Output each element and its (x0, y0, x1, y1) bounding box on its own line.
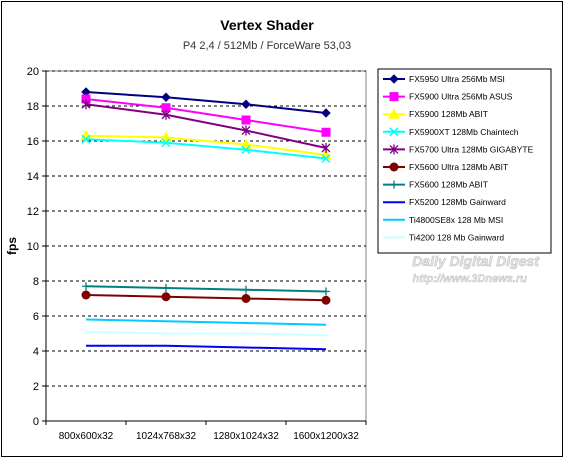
chart-subtitle: P4 2,4 / 512Mb / ForceWare 53,03 (183, 40, 351, 52)
legend: FX5950 Ultra 256Mb MSI FX5900 Ultra 256Mb… (377, 68, 552, 254)
legend-item: FX5900 128Mb ABIT (383, 108, 488, 119)
data-point (321, 295, 331, 305)
series-line (85, 98, 327, 134)
data-point (81, 134, 91, 144)
legend-marker (389, 92, 399, 102)
series-line (85, 91, 327, 114)
series-6 (81, 290, 331, 305)
legend-item: FX5600 Ultra 128Mb ABIT (383, 162, 508, 172)
y-tick-label: 20 (27, 66, 39, 78)
legend-marker (389, 144, 399, 155)
series-5 (81, 99, 331, 153)
x-tick-label: 1600x1200x32 (293, 431, 359, 442)
data-point (161, 92, 171, 102)
y-tick-label: 2 (33, 381, 39, 393)
legend-marker (392, 235, 396, 240)
series-7 (82, 282, 330, 296)
series-line (85, 330, 327, 337)
legend-label: Ti4800SE8x 128 Mb MSI (409, 215, 503, 225)
series-8 (86, 344, 327, 351)
series-line (85, 294, 327, 302)
y-tick-label: 14 (27, 171, 39, 183)
legend-marker (389, 127, 399, 137)
series-line (85, 318, 327, 326)
series-line (85, 138, 327, 160)
data-point (242, 285, 250, 294)
series-10 (84, 329, 328, 338)
legend-item: FX5900XT 128Mb Chaintech (383, 127, 519, 137)
legend-label: FX5200 128Mb Gainward (409, 197, 506, 207)
data-point (81, 290, 91, 300)
legend-label: Ti4200 128 Mb Gainward (409, 232, 504, 242)
x-tick-label: 1280x1024x32 (213, 431, 279, 442)
legend-label: FX5900 Ultra 256Mb ASUS (409, 92, 513, 102)
data-point (162, 284, 170, 292)
y-tick-label: 4 (33, 346, 39, 358)
legend-box (377, 68, 552, 254)
data-point (241, 294, 251, 303)
data-point (241, 99, 251, 109)
legend-item: FX5200 128Mb Gainward (383, 197, 506, 207)
watermark-line-1: Daily Digital Digest (412, 253, 540, 269)
legend-label: FX5900 128Mb ABIT (409, 109, 488, 119)
legend-marker (389, 74, 399, 84)
data-point (321, 127, 331, 137)
data-point (321, 153, 331, 164)
legend-label: FX5900XT 128Mb Chaintech (409, 127, 519, 137)
x-tick-label: 800x600x32 (59, 431, 114, 442)
legend-marker (388, 108, 400, 119)
y-tick-label: 18 (27, 101, 39, 113)
data-point (82, 282, 90, 291)
legend-item: FX5700 Ultra 128Mb GIGABYTE (383, 144, 534, 155)
data-point (84, 329, 88, 334)
data-point (164, 331, 168, 336)
chart-title: Vertex Shader (220, 17, 314, 33)
legend-label: FX5600 Ultra 128Mb ABIT (409, 162, 508, 172)
y-tick-label: 12 (27, 206, 39, 218)
series-line (85, 103, 327, 149)
series-2 (81, 94, 331, 137)
series-4 (81, 134, 331, 164)
legend-item: FX5600 128Mb ABIT (383, 180, 488, 190)
series-line (85, 134, 327, 156)
data-point (81, 99, 91, 110)
x-tick-label: 1024x768x32 (136, 431, 196, 442)
legend-item: Ti4200 128 Mb Gainward (383, 232, 504, 242)
data-point (324, 333, 328, 338)
legend-item: FX5950 Ultra 256Mb MSI (383, 74, 505, 84)
data-point (241, 125, 251, 136)
y-tick-label: 16 (27, 136, 39, 148)
data-point (241, 115, 251, 125)
series-line (86, 344, 327, 351)
legend-label: FX5700 Ultra 128Mb GIGABYTE (409, 144, 534, 154)
y-tick-label: 0 (33, 416, 39, 428)
data-point (241, 145, 251, 155)
legend-marker (390, 180, 398, 189)
legend-item: FX5900 Ultra 256Mb ASUS (383, 92, 513, 102)
plot-area: 0 2 4 6 8 10 12 14 16 18 20 800x600x32 1024x768x32 12… (27, 66, 367, 442)
legend-item: Ti4800SE8x 128 Mb MSI (383, 215, 503, 225)
data-point (322, 287, 330, 296)
legend-label: FX5950 Ultra 256Mb MSI (409, 74, 505, 84)
series-line (85, 285, 327, 293)
data-point (161, 138, 171, 148)
y-tick-label: 6 (33, 311, 39, 323)
data-point (161, 109, 171, 120)
y-tick-label: 8 (33, 276, 39, 288)
data-point (161, 292, 171, 302)
data-point (244, 331, 248, 336)
y-tick-label: 10 (27, 241, 39, 253)
watermark-line-2: http://www.3Dnews.ru (413, 273, 528, 285)
legend-marker (389, 162, 399, 172)
legend-label: FX5600 128Mb ABIT (409, 180, 488, 190)
series-9 (85, 318, 327, 326)
data-point (321, 143, 331, 153)
data-point (321, 108, 331, 118)
y-axis-label: fps (5, 237, 19, 255)
